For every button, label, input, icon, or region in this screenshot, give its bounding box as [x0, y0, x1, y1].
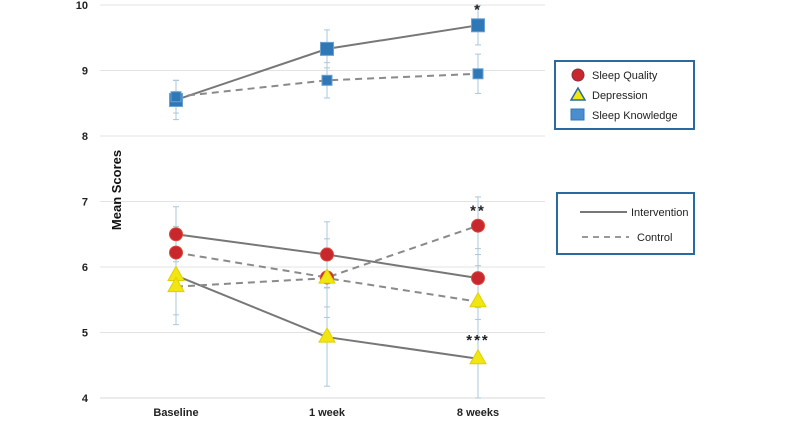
sleep-quality-point — [320, 247, 334, 262]
y-axis-ticks: 4 5 6 7 8 9 10 — [76, 0, 89, 405]
legend-lines: Intervention Control — [556, 192, 695, 255]
sleep-quality-marker — [571, 68, 585, 82]
sleep-quality-point — [169, 245, 183, 260]
sleep-quality-point — [169, 227, 183, 242]
series-line-sleep-quality-control — [175, 224, 479, 279]
y-tick-label: 10 — [76, 0, 88, 12]
series-group — [167, 5, 487, 399]
depression-point — [167, 276, 185, 293]
x-tick-label: 1 week — [309, 407, 346, 419]
y-tick-label: 5 — [82, 328, 88, 340]
legend-label: Sleep Quality — [592, 70, 658, 82]
y-tick-label: 6 — [82, 262, 88, 274]
series-markers — [167, 18, 487, 365]
significance-annotations: ****** — [466, 1, 490, 349]
depression-point — [318, 268, 336, 284]
sleep-knowledge-marker — [570, 108, 585, 121]
legend-label: Sleep Knowledge — [592, 110, 678, 122]
legend-markers: Sleep Quality Depression Sleep Knowledge — [554, 60, 695, 130]
series-line-depression-control — [175, 277, 479, 303]
sleep-knowledge-point — [170, 91, 182, 103]
significance-marker: *** — [466, 332, 490, 349]
y-axis-label: Mean Scores — [109, 150, 124, 230]
depression-point — [469, 291, 487, 308]
x-axis-ticks: Baseline 1 week 8 weeks — [153, 407, 499, 419]
y-tick-label: 8 — [82, 131, 88, 143]
sleep-knowledge-point — [472, 68, 484, 80]
depression-point — [469, 348, 487, 365]
significance-marker: * — [474, 1, 482, 18]
y-tick-label: 7 — [82, 197, 88, 209]
sleep-knowledge-point — [320, 41, 334, 56]
sleep-quality-point — [471, 271, 485, 286]
x-tick-label: Baseline — [153, 407, 198, 419]
sleep-quality-point — [471, 218, 485, 233]
series-line-sleep-knowledge-control — [175, 72, 479, 98]
legend-lines-box — [556, 192, 695, 255]
depression-point — [318, 327, 336, 343]
y-tick-label: 9 — [82, 66, 88, 78]
x-tick-label: 8 weeks — [457, 407, 499, 419]
depression-marker — [569, 86, 587, 101]
legend-label: Depression — [592, 90, 648, 102]
legend-label: Intervention — [631, 207, 688, 219]
legend-label: Control — [637, 232, 672, 244]
sleep-knowledge-point — [321, 74, 333, 86]
significance-marker: ** — [470, 202, 486, 219]
gridlines — [100, 4, 545, 399]
sleep-knowledge-point — [471, 18, 485, 33]
y-tick-label: 4 — [82, 393, 89, 405]
